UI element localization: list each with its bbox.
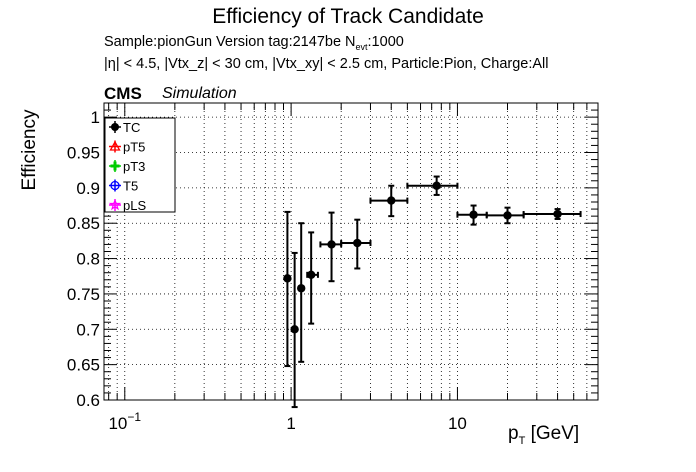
- chart-title: Efficiency of Track Candidate: [212, 5, 484, 28]
- y-tick-label: 0.7: [76, 320, 100, 339]
- legend-marker-triangle-icon: [109, 140, 121, 151]
- legend-label: pLS: [123, 198, 146, 213]
- data-points: [283, 175, 582, 409]
- y-tick-label: 0.65: [67, 356, 100, 375]
- data-point: [456, 204, 488, 226]
- nevt-subscript: evt: [355, 41, 368, 52]
- legend-label: T5: [123, 179, 138, 194]
- axis-ticks: [104, 102, 599, 401]
- x-axis-label-unit: [GeV]: [525, 423, 580, 444]
- marker: [290, 325, 299, 334]
- sample-info-line: Sample:pionGun Version tag:2147be Nevt:1…: [104, 34, 404, 52]
- data-point: [406, 175, 459, 196]
- marker: [283, 274, 292, 283]
- cms-label: CMS: [104, 84, 142, 103]
- plot-frame: [103, 102, 599, 401]
- data-point: [306, 231, 319, 325]
- tick-labels: 0.6 0.65 0.7 0.75 0.8 0.85 0.9 0.95 1 10−1 1 10: [67, 108, 467, 433]
- grid: [104, 103, 599, 401]
- marker: [503, 211, 512, 220]
- data-point: [290, 251, 299, 409]
- marker: [432, 181, 441, 190]
- data-point: [369, 184, 409, 218]
- legend-marker-open-circle-icon: [110, 180, 120, 191]
- y-tick-label: 0.8: [76, 250, 100, 269]
- data-point: [297, 222, 306, 363]
- x-tick-label: 1: [286, 414, 295, 433]
- nevt-value: :1000: [367, 34, 404, 50]
- y-tick-label: 1: [91, 108, 100, 127]
- legend: TC pT5 pT3 T5 pLS: [104, 117, 176, 213]
- sample-info-text: Sample:pionGun Version tag:2147be N: [104, 34, 356, 50]
- legend-label: pT3: [123, 159, 145, 174]
- legend-label: pT5: [123, 140, 145, 155]
- data-point: [283, 210, 292, 368]
- x-axis-label: pT [GeV]: [508, 423, 579, 447]
- legend-entry-t5: T5: [109, 179, 138, 194]
- marker: [469, 210, 478, 219]
- data-point: [319, 211, 343, 283]
- legend-marker-star-icon: [108, 198, 122, 211]
- legend-entry-pt5: pT5: [109, 140, 145, 155]
- marker: [306, 270, 316, 280]
- data-point: [340, 218, 372, 270]
- legend-entry-pt3: pT3: [109, 159, 145, 174]
- marker: [353, 238, 362, 248]
- selection-cuts-line: |η| < 4.5, |Vtx_z| < 30 cm, |Vtx_xy| < 2…: [104, 56, 549, 72]
- legend-label: TC: [123, 120, 140, 135]
- y-tick-label: 0.9: [76, 179, 100, 198]
- y-tick-label: 0.6: [76, 391, 100, 410]
- marker: [553, 209, 562, 219]
- x-tick-label: 10: [448, 414, 467, 433]
- data-point: [485, 206, 525, 225]
- marker: [297, 284, 306, 293]
- y-tick-label: 0.75: [67, 285, 100, 304]
- marker: [327, 240, 336, 249]
- legend-marker-circle-icon: [111, 123, 119, 131]
- x-axis-label-main: p: [508, 423, 519, 444]
- marker: [387, 196, 396, 205]
- y-tick-label: 0.95: [67, 144, 100, 163]
- legend-entry-tc: TC: [109, 120, 140, 135]
- x-tick-label: 10−1: [108, 410, 141, 433]
- x-axis-label-sub: T: [518, 434, 526, 447]
- legend-marker-cross-icon: [110, 161, 120, 171]
- legend-entry-pls: pLS: [108, 198, 146, 213]
- simulation-label: Simulation: [162, 85, 237, 102]
- data-point: [522, 208, 582, 220]
- y-tick-label: 0.85: [67, 214, 100, 233]
